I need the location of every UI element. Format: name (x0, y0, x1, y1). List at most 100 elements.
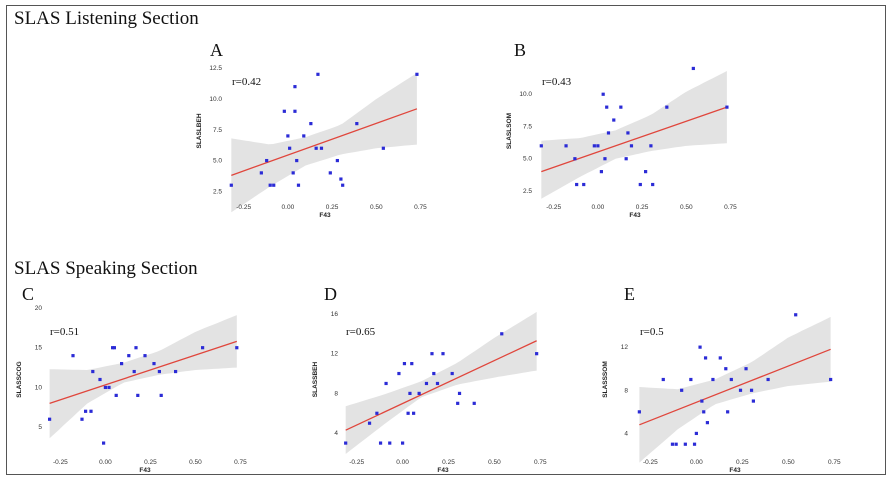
data-point (619, 105, 623, 109)
data-point (335, 158, 339, 163)
y-tick-label: 10.0 (209, 96, 222, 103)
y-tick-label: 12 (331, 351, 339, 358)
data-point (539, 144, 543, 148)
data-point (107, 385, 111, 390)
data-point (120, 362, 124, 366)
data-point (282, 109, 286, 113)
data-point (272, 183, 276, 187)
y-tick-label: 20 (35, 305, 43, 312)
y-tick-label: 4 (334, 430, 338, 437)
data-point (606, 131, 611, 135)
correlation-label: r=0.65 (346, 326, 376, 338)
data-point (296, 183, 301, 187)
data-point (341, 183, 345, 187)
data-point (626, 131, 630, 135)
data-point (435, 381, 440, 386)
data-point (601, 92, 605, 96)
data-point (665, 105, 669, 109)
panel-letter: D (324, 284, 337, 304)
data-point (84, 409, 88, 413)
data-point (378, 441, 383, 445)
data-point (235, 346, 239, 350)
confidence-band (639, 316, 831, 463)
x-axis-label: F43 (319, 212, 331, 219)
data-point (143, 354, 147, 358)
data-point (457, 391, 462, 396)
regression-line (49, 340, 238, 404)
correlation-label: r=0.51 (50, 326, 79, 338)
data-point (432, 371, 436, 376)
data-point (766, 377, 770, 382)
x-tick-label: -0.25 (643, 459, 658, 466)
panel-letter: A (210, 40, 223, 60)
data-point (265, 158, 269, 163)
data-point (450, 371, 454, 376)
confidence-band (345, 311, 537, 454)
x-tick-label: 0.75 (414, 204, 427, 211)
y-tick-label: 15 (35, 345, 43, 352)
data-point (415, 72, 419, 76)
x-tick-label: 0.50 (488, 459, 501, 466)
scatter-panel-b: Br=0.43 -0.25 0.00 0.25 0.50 0.75 2.5 5.0 7.5 10.… (506, 40, 737, 219)
data-point (157, 369, 161, 374)
x-tick-label: 0.75 (234, 459, 247, 466)
data-point (344, 441, 348, 445)
data-point (724, 367, 728, 371)
data-point (406, 411, 410, 415)
correlation-label: r=0.42 (232, 76, 261, 88)
data-point (649, 144, 653, 148)
data-point (302, 134, 306, 138)
data-point (293, 85, 297, 89)
data-point (48, 417, 52, 421)
data-point (596, 144, 600, 148)
data-point (381, 146, 385, 150)
data-point (268, 183, 272, 187)
data-point (102, 441, 106, 445)
data-point (698, 345, 702, 349)
data-point (441, 352, 445, 356)
y-tick-label: 10 (35, 384, 43, 391)
data-point (132, 369, 136, 374)
x-axis-label: F43 (629, 212, 641, 219)
x-tick-label: -0.25 (546, 204, 561, 211)
x-tick-label: 0.75 (534, 459, 547, 466)
data-point (424, 381, 429, 386)
data-point (829, 377, 833, 382)
x-tick-label: 0.00 (592, 204, 605, 211)
x-tick-label: 0.50 (680, 204, 693, 211)
x-tick-label: 0.25 (144, 459, 157, 466)
data-point (328, 171, 332, 175)
data-point (388, 441, 392, 445)
data-point (112, 346, 116, 350)
scatter-panel-c: Cr=0.51 -0.25 0.00 0.25 0.50 0.75 5 10 15 20 F43 SL… (16, 284, 247, 474)
data-point (401, 441, 405, 445)
data-point (638, 182, 642, 187)
data-point (71, 354, 75, 358)
data-point (114, 393, 118, 397)
data-point (89, 409, 93, 413)
x-tick-label: 0.25 (736, 459, 749, 466)
data-point (412, 411, 416, 415)
correlation-label: r=0.5 (640, 326, 664, 338)
y-tick-label: 16 (331, 311, 339, 318)
y-tick-label: 7.5 (523, 123, 532, 130)
data-point (472, 401, 476, 405)
data-point (575, 182, 579, 187)
confidence-band (541, 71, 727, 199)
data-point (749, 388, 754, 392)
data-point (702, 410, 706, 414)
data-point (599, 170, 604, 174)
y-tick-label: 2.5 (523, 188, 532, 195)
data-point (689, 377, 693, 382)
data-point (152, 362, 156, 366)
data-point (705, 421, 710, 425)
regression-line (231, 108, 418, 176)
data-point (367, 421, 372, 425)
x-tick-label: 0.00 (99, 459, 112, 466)
data-point (174, 369, 178, 374)
confidence-band (49, 315, 237, 439)
panel-letter: C (22, 284, 34, 304)
data-point (726, 410, 730, 414)
y-tick-label: 8 (334, 390, 338, 397)
data-point (738, 388, 743, 392)
